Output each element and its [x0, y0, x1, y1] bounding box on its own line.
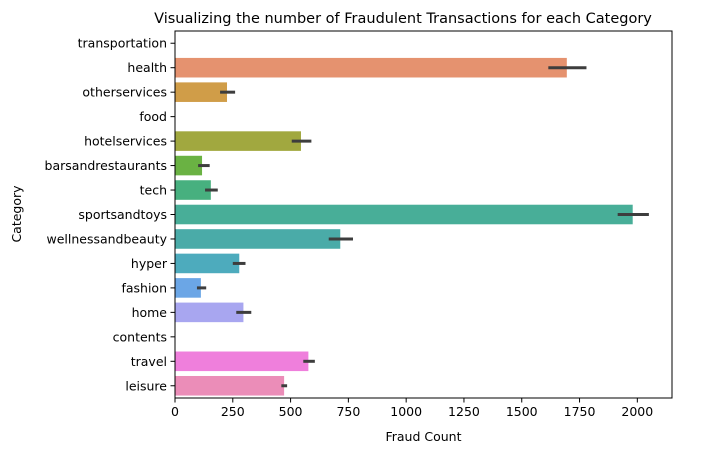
bar-sportsandtoys: [175, 204, 633, 225]
y-axis-label: Category: [9, 185, 24, 243]
y-tick-label-transportation: transportation: [78, 36, 167, 51]
y-tick-label-otherservices: otherservices: [82, 85, 167, 100]
x-tick-label-1250: 1250: [448, 404, 480, 419]
x-tick-label-1750: 1750: [564, 404, 596, 419]
bar-fashion: [175, 278, 201, 298]
x-tick-label-2000: 2000: [621, 404, 653, 419]
x-tick-label-0: 0: [171, 404, 179, 419]
y-tick-label-fashion: fashion: [121, 280, 167, 295]
y-tick-label-travel: travel: [131, 354, 167, 369]
bar-wellnessandbeauty: [175, 229, 341, 249]
y-tick-label-barsandrestaurants: barsandrestaurants: [45, 158, 167, 173]
bar-travel: [175, 351, 309, 372]
x-tick-label-750: 750: [336, 404, 360, 419]
y-tick-label-sportsandtoys: sportsandtoys: [78, 207, 167, 222]
bar-leisure: [175, 375, 285, 396]
y-tick-label-leisure: leisure: [125, 378, 167, 393]
x-tick-label-500: 500: [279, 404, 303, 419]
bar-hotelservices: [175, 131, 301, 151]
y-tick-label-tech: tech: [140, 183, 167, 198]
x-axis-label: Fraud Count: [385, 429, 461, 444]
plot-frame: [174, 30, 673, 399]
bar-home: [175, 302, 244, 323]
bar-otherservices: [175, 82, 228, 102]
bar-tech: [175, 180, 211, 200]
y-tick-label-food: food: [139, 109, 167, 124]
x-tick-label-250: 250: [221, 404, 245, 419]
x-tick-label-1000: 1000: [390, 404, 422, 419]
y-tick-label-health: health: [127, 60, 167, 75]
y-tick-label-hotelservices: hotelservices: [84, 134, 167, 149]
x-tick-label-1500: 1500: [506, 404, 538, 419]
chart-title: Visualizing the number of Fraudulent Tra…: [154, 11, 652, 27]
y-tick-label-hyper: hyper: [131, 256, 168, 271]
plot-area: transportation health otherservices food hot…: [45, 30, 673, 419]
bar-hyper: [175, 253, 240, 274]
y-tick-label-contents: contents: [113, 329, 167, 344]
bar-barsandrestaurants: [175, 155, 203, 176]
y-tick-label-wellnessandbeauty: wellnessandbeauty: [46, 231, 167, 246]
bar-health: [175, 57, 567, 78]
y-tick-label-home: home: [132, 305, 168, 320]
